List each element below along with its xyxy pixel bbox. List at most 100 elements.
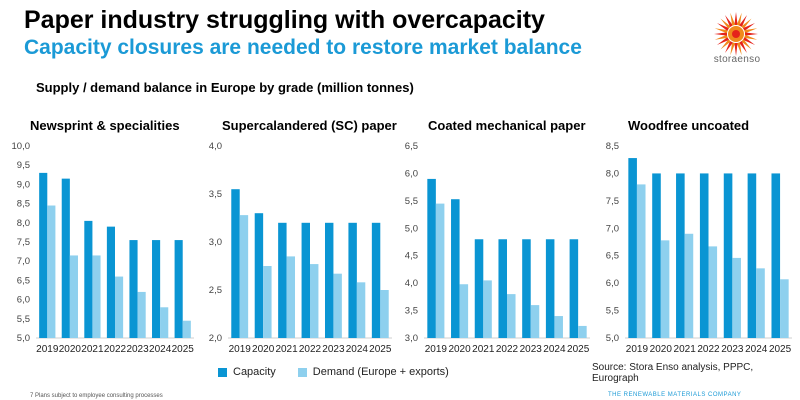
legend-swatch-capacity xyxy=(218,367,227,377)
x-tick-coated-mechanical: 2020 xyxy=(448,344,471,355)
bar-capacity-sc-paper xyxy=(231,189,240,338)
y-tick-woodfree-uncoated: 6,0 xyxy=(606,278,619,289)
bar-capacity-sc-paper xyxy=(301,222,310,338)
bar-demand-newsprint xyxy=(115,276,124,338)
bar-demand-sc-paper xyxy=(263,266,272,338)
bar-capacity-sc-paper xyxy=(254,213,264,338)
panel-title-newsprint: Newsprint & specialities xyxy=(30,118,180,133)
y-tick-coated-mechanical: 4,0 xyxy=(405,278,418,289)
legend-label-demand: Demand (Europe + exports) xyxy=(312,366,449,378)
stora-enso-sun-logo-icon xyxy=(714,12,758,56)
bar-demand-sc-paper xyxy=(356,282,366,338)
panel-title-sc-paper: Supercalandered (SC) paper xyxy=(222,118,397,133)
x-tick-coated-mechanical: 2023 xyxy=(520,344,543,355)
bar-capacity-newsprint xyxy=(152,240,161,338)
legend-swatch-demand xyxy=(297,367,307,377)
x-tick-woodfree-uncoated: 2020 xyxy=(650,344,673,355)
y-tick-woodfree-uncoated: 5,5 xyxy=(606,306,619,317)
x-tick-newsprint: 2019 xyxy=(36,344,59,355)
bar-demand-sc-paper xyxy=(310,264,319,338)
bar-capacity-woodfree-uncoated xyxy=(747,173,757,338)
x-tick-sc-paper: 2024 xyxy=(346,344,369,355)
x-tick-sc-paper: 2022 xyxy=(299,344,322,355)
x-tick-sc-paper: 2020 xyxy=(252,344,275,355)
y-tick-sc-paper: 2,5 xyxy=(209,285,222,296)
x-tick-woodfree-uncoated: 2023 xyxy=(721,344,744,355)
bar-capacity-newsprint xyxy=(39,172,48,338)
x-tick-coated-mechanical: 2022 xyxy=(496,344,519,355)
bar-demand-newsprint xyxy=(137,291,146,338)
x-tick-sc-paper: 2019 xyxy=(229,344,252,355)
y-tick-coated-mechanical: 4,5 xyxy=(405,251,418,262)
bar-capacity-woodfree-uncoated xyxy=(723,173,733,338)
bar-capacity-sc-paper xyxy=(278,222,287,338)
bar-demand-newsprint xyxy=(69,255,78,338)
page-subtitle: Capacity closures are needed to restore … xyxy=(24,36,582,59)
bar-capacity-coated-mechanical xyxy=(545,239,555,338)
x-tick-woodfree-uncoated: 2024 xyxy=(745,344,768,355)
bar-demand-coated-mechanical xyxy=(507,294,516,338)
bar-capacity-newsprint xyxy=(61,178,70,338)
y-tick-coated-mechanical: 6,5 xyxy=(405,141,418,152)
x-tick-coated-mechanical: 2024 xyxy=(543,344,566,355)
legend-label-capacity: Capacity xyxy=(233,366,276,378)
bar-capacity-newsprint xyxy=(84,220,93,338)
x-tick-newsprint: 2023 xyxy=(126,344,149,355)
x-tick-woodfree-uncoated: 2021 xyxy=(674,344,697,355)
x-tick-newsprint: 2024 xyxy=(149,344,172,355)
bar-capacity-woodfree-uncoated xyxy=(699,173,709,338)
bar-demand-woodfree-uncoated xyxy=(684,233,694,338)
y-tick-newsprint: 6,0 xyxy=(17,295,30,306)
x-tick-coated-mechanical: 2021 xyxy=(472,344,495,355)
logo-text: storaenso xyxy=(713,54,761,65)
bar-capacity-newsprint xyxy=(174,240,183,338)
y-tick-newsprint: 10,0 xyxy=(12,141,31,152)
x-tick-sc-paper: 2021 xyxy=(275,344,298,355)
bar-demand-coated-mechanical xyxy=(554,316,563,338)
bar-demand-newsprint xyxy=(160,307,169,338)
bar-demand-sc-paper xyxy=(286,256,296,338)
panel-title-coated-mechanical: Coated mechanical paper xyxy=(428,118,586,133)
bar-demand-woodfree-uncoated xyxy=(732,257,741,338)
bar-demand-coated-mechanical xyxy=(459,284,469,338)
legend: Capacity Demand (Europe + exports) xyxy=(218,366,449,378)
y-tick-newsprint: 7,5 xyxy=(17,237,30,248)
y-tick-woodfree-uncoated: 7,0 xyxy=(606,223,619,234)
page-title: Paper industry struggling with overcapac… xyxy=(24,6,545,34)
bar-demand-coated-mechanical xyxy=(530,305,540,338)
y-tick-sc-paper: 3,5 xyxy=(209,189,222,200)
bar-capacity-woodfree-uncoated xyxy=(652,173,661,338)
bar-demand-newsprint xyxy=(182,320,191,338)
bar-demand-newsprint xyxy=(47,205,56,338)
bar-capacity-coated-mechanical xyxy=(569,239,579,338)
y-tick-coated-mechanical: 3,0 xyxy=(405,333,418,344)
x-tick-coated-mechanical: 2025 xyxy=(567,344,590,355)
bar-demand-woodfree-uncoated xyxy=(708,246,718,338)
chart-heading: Supply / demand balance in Europe by gra… xyxy=(36,80,414,95)
y-tick-newsprint: 6,5 xyxy=(17,275,30,286)
company-tagline: THE RENEWABLE MATERIALS COMPANY xyxy=(608,392,742,398)
y-tick-woodfree-uncoated: 8,0 xyxy=(606,168,619,179)
bar-demand-newsprint xyxy=(92,255,101,338)
bar-demand-woodfree-uncoated xyxy=(636,184,646,338)
bar-capacity-sc-paper xyxy=(324,222,334,338)
x-tick-woodfree-uncoated: 2022 xyxy=(697,344,720,355)
y-tick-newsprint: 5,0 xyxy=(17,333,30,344)
x-tick-woodfree-uncoated: 2025 xyxy=(769,344,792,355)
y-tick-newsprint: 9,5 xyxy=(17,160,30,171)
bar-capacity-coated-mechanical xyxy=(522,239,531,338)
bar-demand-sc-paper xyxy=(380,290,389,338)
y-tick-newsprint: 8,0 xyxy=(17,218,30,229)
y-tick-coated-mechanical: 5,0 xyxy=(405,223,418,234)
bar-capacity-coated-mechanical xyxy=(451,199,460,338)
y-tick-newsprint: 7,0 xyxy=(17,256,30,267)
y-tick-newsprint: 5,5 xyxy=(17,314,30,325)
bar-capacity-woodfree-uncoated xyxy=(628,158,637,338)
y-tick-coated-mechanical: 3,5 xyxy=(405,306,418,317)
x-tick-coated-mechanical: 2019 xyxy=(425,344,448,355)
y-tick-woodfree-uncoated: 5,0 xyxy=(606,333,619,344)
x-tick-newsprint: 2020 xyxy=(59,344,82,355)
y-tick-sc-paper: 2,0 xyxy=(209,333,222,344)
bar-capacity-coated-mechanical xyxy=(474,239,484,338)
bar-capacity-coated-mechanical xyxy=(498,239,507,338)
